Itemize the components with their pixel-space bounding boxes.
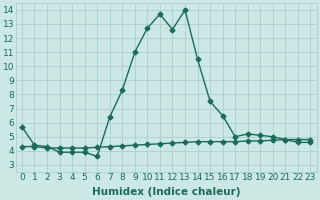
X-axis label: Humidex (Indice chaleur): Humidex (Indice chaleur) xyxy=(92,187,240,197)
